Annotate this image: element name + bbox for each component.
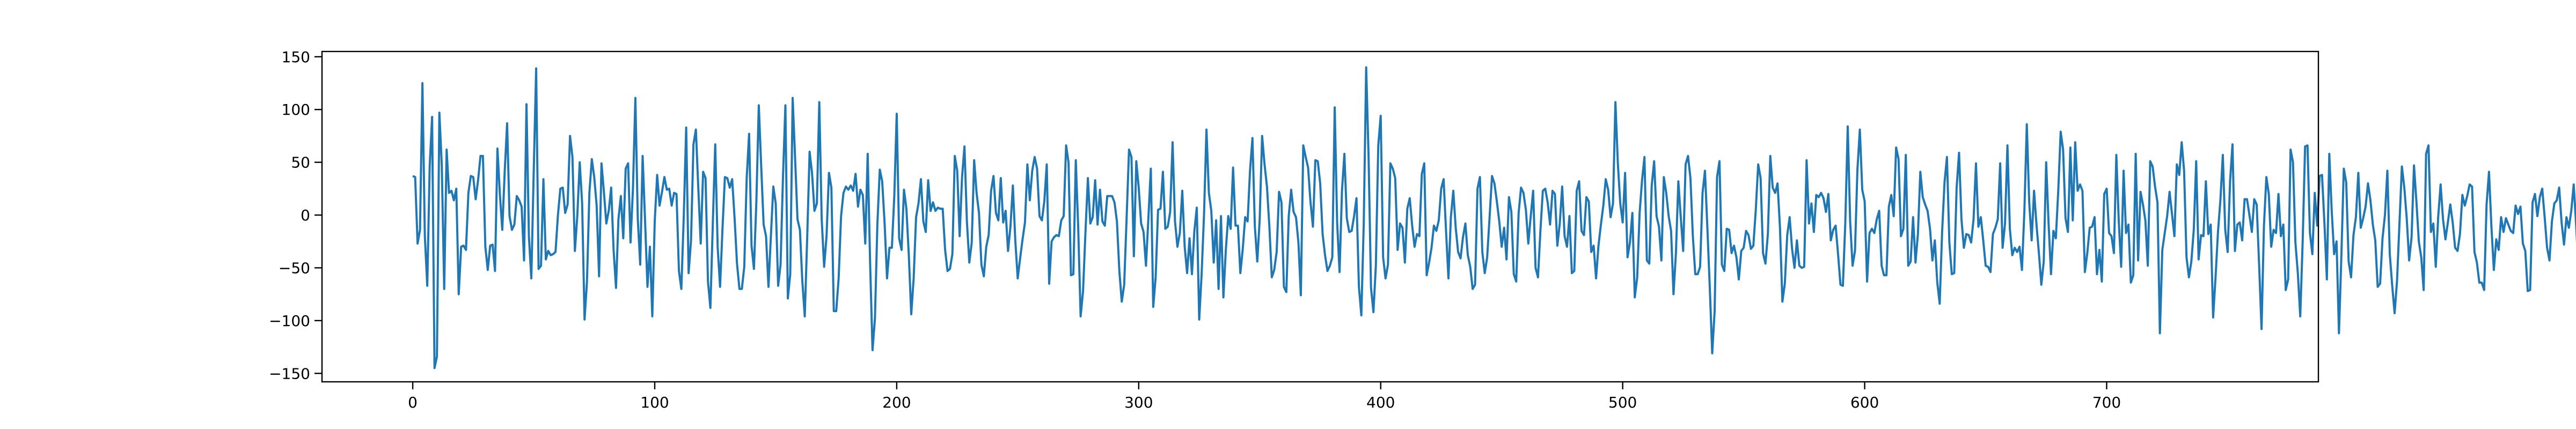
series-line-1	[412, 66, 2576, 369]
y-tick-label: −150	[269, 365, 310, 382]
y-tick-label: 0	[301, 206, 310, 224]
y-tick-label: −50	[279, 259, 310, 277]
plot-area	[321, 50, 2576, 383]
y-tick-label: 100	[282, 101, 310, 119]
x-axis: 0 100 200 300 400 500 600 700	[408, 382, 2121, 411]
axes-frame	[321, 50, 2319, 383]
x-tick-label: 200	[882, 394, 911, 411]
x-tick-label: 100	[640, 394, 669, 411]
x-tick-label: 700	[2092, 394, 2121, 411]
x-tick-label: 600	[1850, 394, 1879, 411]
y-axis: −150 −100 −50 0 50 100 150	[269, 48, 322, 382]
x-tick-label: 500	[1608, 394, 1637, 411]
y-tick-label: 150	[282, 48, 310, 66]
x-tick-label: 400	[1366, 394, 1395, 411]
y-tick-label: −100	[269, 312, 310, 330]
series-layer	[412, 66, 2576, 369]
y-tick-label: 50	[291, 154, 310, 172]
x-tick-label: 300	[1124, 394, 1153, 411]
x-tick-label: 0	[408, 394, 418, 411]
